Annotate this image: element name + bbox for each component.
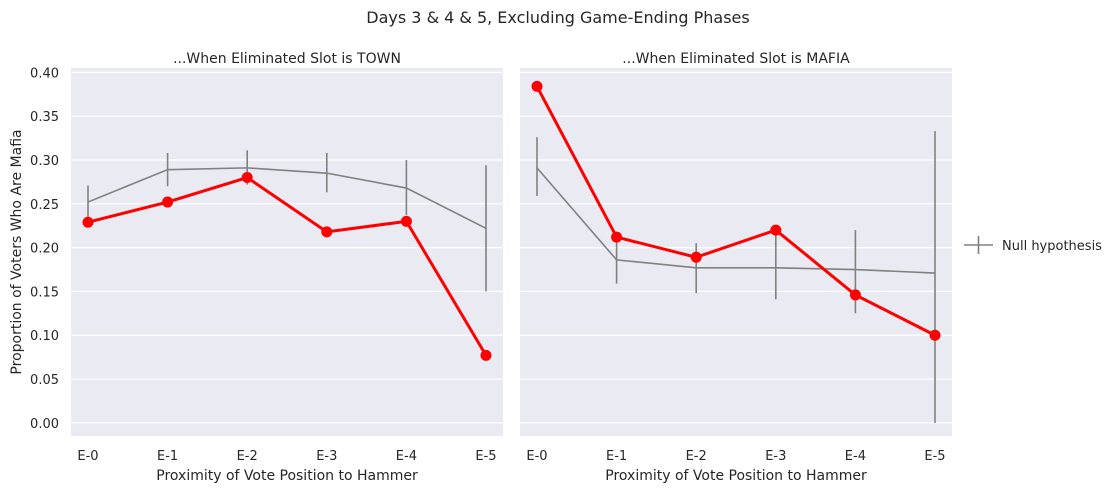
observed-point: [690, 251, 702, 263]
y-tick-labels: 0.00 0.05 0.10 0.15 0.20 0.25 0.30 0.35 0.40: [30, 66, 59, 431]
observed-line: [535, 85, 936, 337]
observed-point: [480, 349, 492, 361]
y-tick-label: 0.40: [30, 66, 59, 81]
x-tick-label: E-3: [765, 449, 786, 464]
observed-point: [770, 224, 782, 236]
plot-area-town: [71, 68, 503, 436]
y-axis-label: Proportion of Voters Who Are Mafia: [9, 129, 25, 374]
observed-point: [849, 289, 861, 301]
gridlines-mafia: [520, 71, 952, 424]
x-tick-label: E-5: [924, 449, 945, 464]
y-tick-label: 0.35: [30, 110, 59, 125]
panel-town: ...When Eliminated Slot is TOWN Proximit…: [30, 51, 503, 484]
plot-area-mafia: [520, 68, 952, 436]
observed-point: [531, 80, 543, 92]
x-tick-labels-town: E-0 E-1 E-2 E-3 E-4 E-5: [77, 449, 496, 464]
y-tick-label: 0.00: [30, 417, 59, 432]
panel-title-town: ...When Eliminated Slot is TOWN: [173, 51, 401, 67]
observed-series-mafia: [531, 80, 941, 341]
x-tick-label: E-3: [316, 449, 337, 464]
observed-point: [400, 215, 412, 227]
x-tick-label: E-5: [475, 449, 496, 464]
panel-title-mafia: ...When Eliminated Slot is MAFIA: [622, 51, 850, 67]
y-tick-label: 0.20: [30, 242, 59, 257]
x-tick-label: E-4: [845, 449, 866, 464]
x-tick-label: E-2: [686, 449, 707, 464]
x-tick-label: E-1: [157, 449, 178, 464]
x-axis-label-town: Proximity of Vote Position to Hammer: [156, 468, 418, 484]
y-tick-label: 0.10: [30, 329, 59, 344]
observed-point: [929, 329, 941, 341]
observed-series-town: [82, 172, 492, 361]
y-tick-label: 0.30: [30, 154, 59, 169]
panel-mafia: ...When Eliminated Slot is MAFIA Proximi…: [520, 51, 952, 484]
x-tick-labels-mafia: E-0 E-1 E-2 E-3 E-4 E-5: [526, 449, 945, 464]
observed-point: [82, 216, 94, 228]
x-tick-label: E-2: [237, 449, 258, 464]
legend: Null hypothesis: [964, 236, 1102, 254]
observed-point: [241, 172, 253, 184]
legend-label: Null hypothesis: [1002, 239, 1102, 254]
x-tick-label: E-1: [606, 449, 627, 464]
observed-point: [611, 231, 623, 243]
x-axis-label-mafia: Proximity of Vote Position to Hammer: [605, 468, 867, 484]
x-tick-label: E-4: [396, 449, 417, 464]
y-tick-label: 0.25: [30, 198, 59, 213]
y-tick-label: 0.15: [30, 285, 59, 300]
null-hypothesis-line: [87, 167, 487, 230]
x-tick-label: E-0: [77, 449, 98, 464]
observed-point: [162, 196, 174, 208]
y-tick-label: 0.05: [30, 373, 59, 388]
null-hypothesis-series-town: [87, 150, 487, 292]
null-hypothesis-line: [536, 167, 936, 274]
observed-point: [321, 226, 333, 238]
figure-suptitle: Days 3 & 4 & 5, Excluding Game-Ending Ph…: [366, 8, 749, 27]
x-tick-label: E-0: [526, 449, 547, 464]
observed-line: [87, 176, 488, 357]
